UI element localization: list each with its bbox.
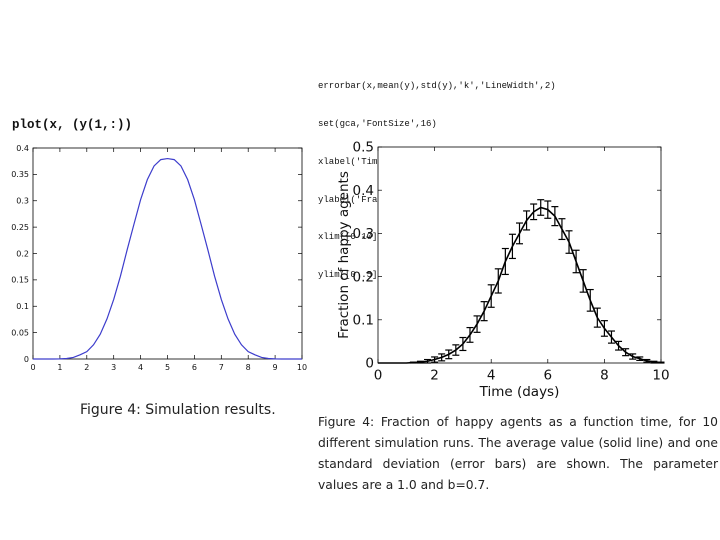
x-tick-label: 6 <box>544 368 553 384</box>
code-line: errorbar(x,mean(y),std(y),'k','LineWidth… <box>318 81 556 92</box>
x-tick-label: 0 <box>374 368 383 384</box>
y-tick-label: 0 <box>365 356 374 372</box>
code-line: xlim([0 10]) <box>318 232 383 243</box>
y-tick-label: 0.25 <box>11 223 29 232</box>
x-tick-label: 2 <box>84 363 89 372</box>
x-tick-label: 10 <box>652 368 669 384</box>
y-tick-label: 0.4 <box>16 144 29 153</box>
x-tick-label: 0 <box>30 363 35 372</box>
right-chart: 0 2 4 6 8 10 0 0.1 0.2 0.3 0.4 0.5 Time (days) Fracti… <box>336 140 670 400</box>
y-tick-label: 0.3 <box>353 226 374 242</box>
y-axis-label: Fraction of happy agents <box>336 171 352 339</box>
plot-frame <box>377 146 662 364</box>
code-line: set(gca,'FontSize',16) <box>318 118 437 129</box>
x-tick-label: 2 <box>430 368 439 384</box>
x-tick-label: 5 <box>165 363 170 372</box>
y-tick-label: 0.35 <box>11 170 29 179</box>
x-axis-label: Time (days) <box>479 384 560 400</box>
y-tick-label: 0.2 <box>16 249 29 258</box>
figure-caption-left: Figure 4: Simulation results. <box>80 402 276 418</box>
x-tick-label: 6 <box>192 363 197 372</box>
y-tick-label: 0.05 <box>11 328 29 337</box>
plot-frame <box>32 147 303 360</box>
x-tick-label: 3 <box>111 363 116 372</box>
series-line <box>33 157 302 360</box>
figure-caption-right: Figure 4: Fraction of happy agents as a … <box>318 415 718 492</box>
y-tick-label: 0.15 <box>11 276 29 285</box>
x-tick-label: 1 <box>57 363 62 372</box>
x-tick-label: 4 <box>487 368 496 384</box>
y-tick-label: 0.1 <box>353 313 374 329</box>
y-tick-label: 0.2 <box>353 269 374 285</box>
x-tick-label: 8 <box>246 363 251 372</box>
y-tick-label: 0 <box>24 355 29 364</box>
y-tick-label: 0.1 <box>16 302 29 311</box>
x-tick-label: 10 <box>297 363 307 372</box>
matlab-code-plot: plot(x, (y(1,:)) <box>12 118 133 132</box>
y-tick-label: 0.3 <box>16 197 29 206</box>
code-line: xlabel('Time(days)') <box>318 156 427 167</box>
x-tick-label: 7 <box>219 363 224 372</box>
x-tick-label: 9 <box>273 363 278 372</box>
x-tick-label: 8 <box>600 368 609 384</box>
x-tick-label: 4 <box>138 363 143 372</box>
y-tick-label: 0.4 <box>353 183 374 199</box>
y-tick-label: 0.5 <box>353 140 374 156</box>
left-chart: 0 1 2 3 4 5 6 7 8 9 10 0 0.05 0.1 0.15 0.2 0.25 0.3 0.35 0.… <box>11 144 307 372</box>
code-line: ylim([0 .5]) <box>318 270 383 281</box>
